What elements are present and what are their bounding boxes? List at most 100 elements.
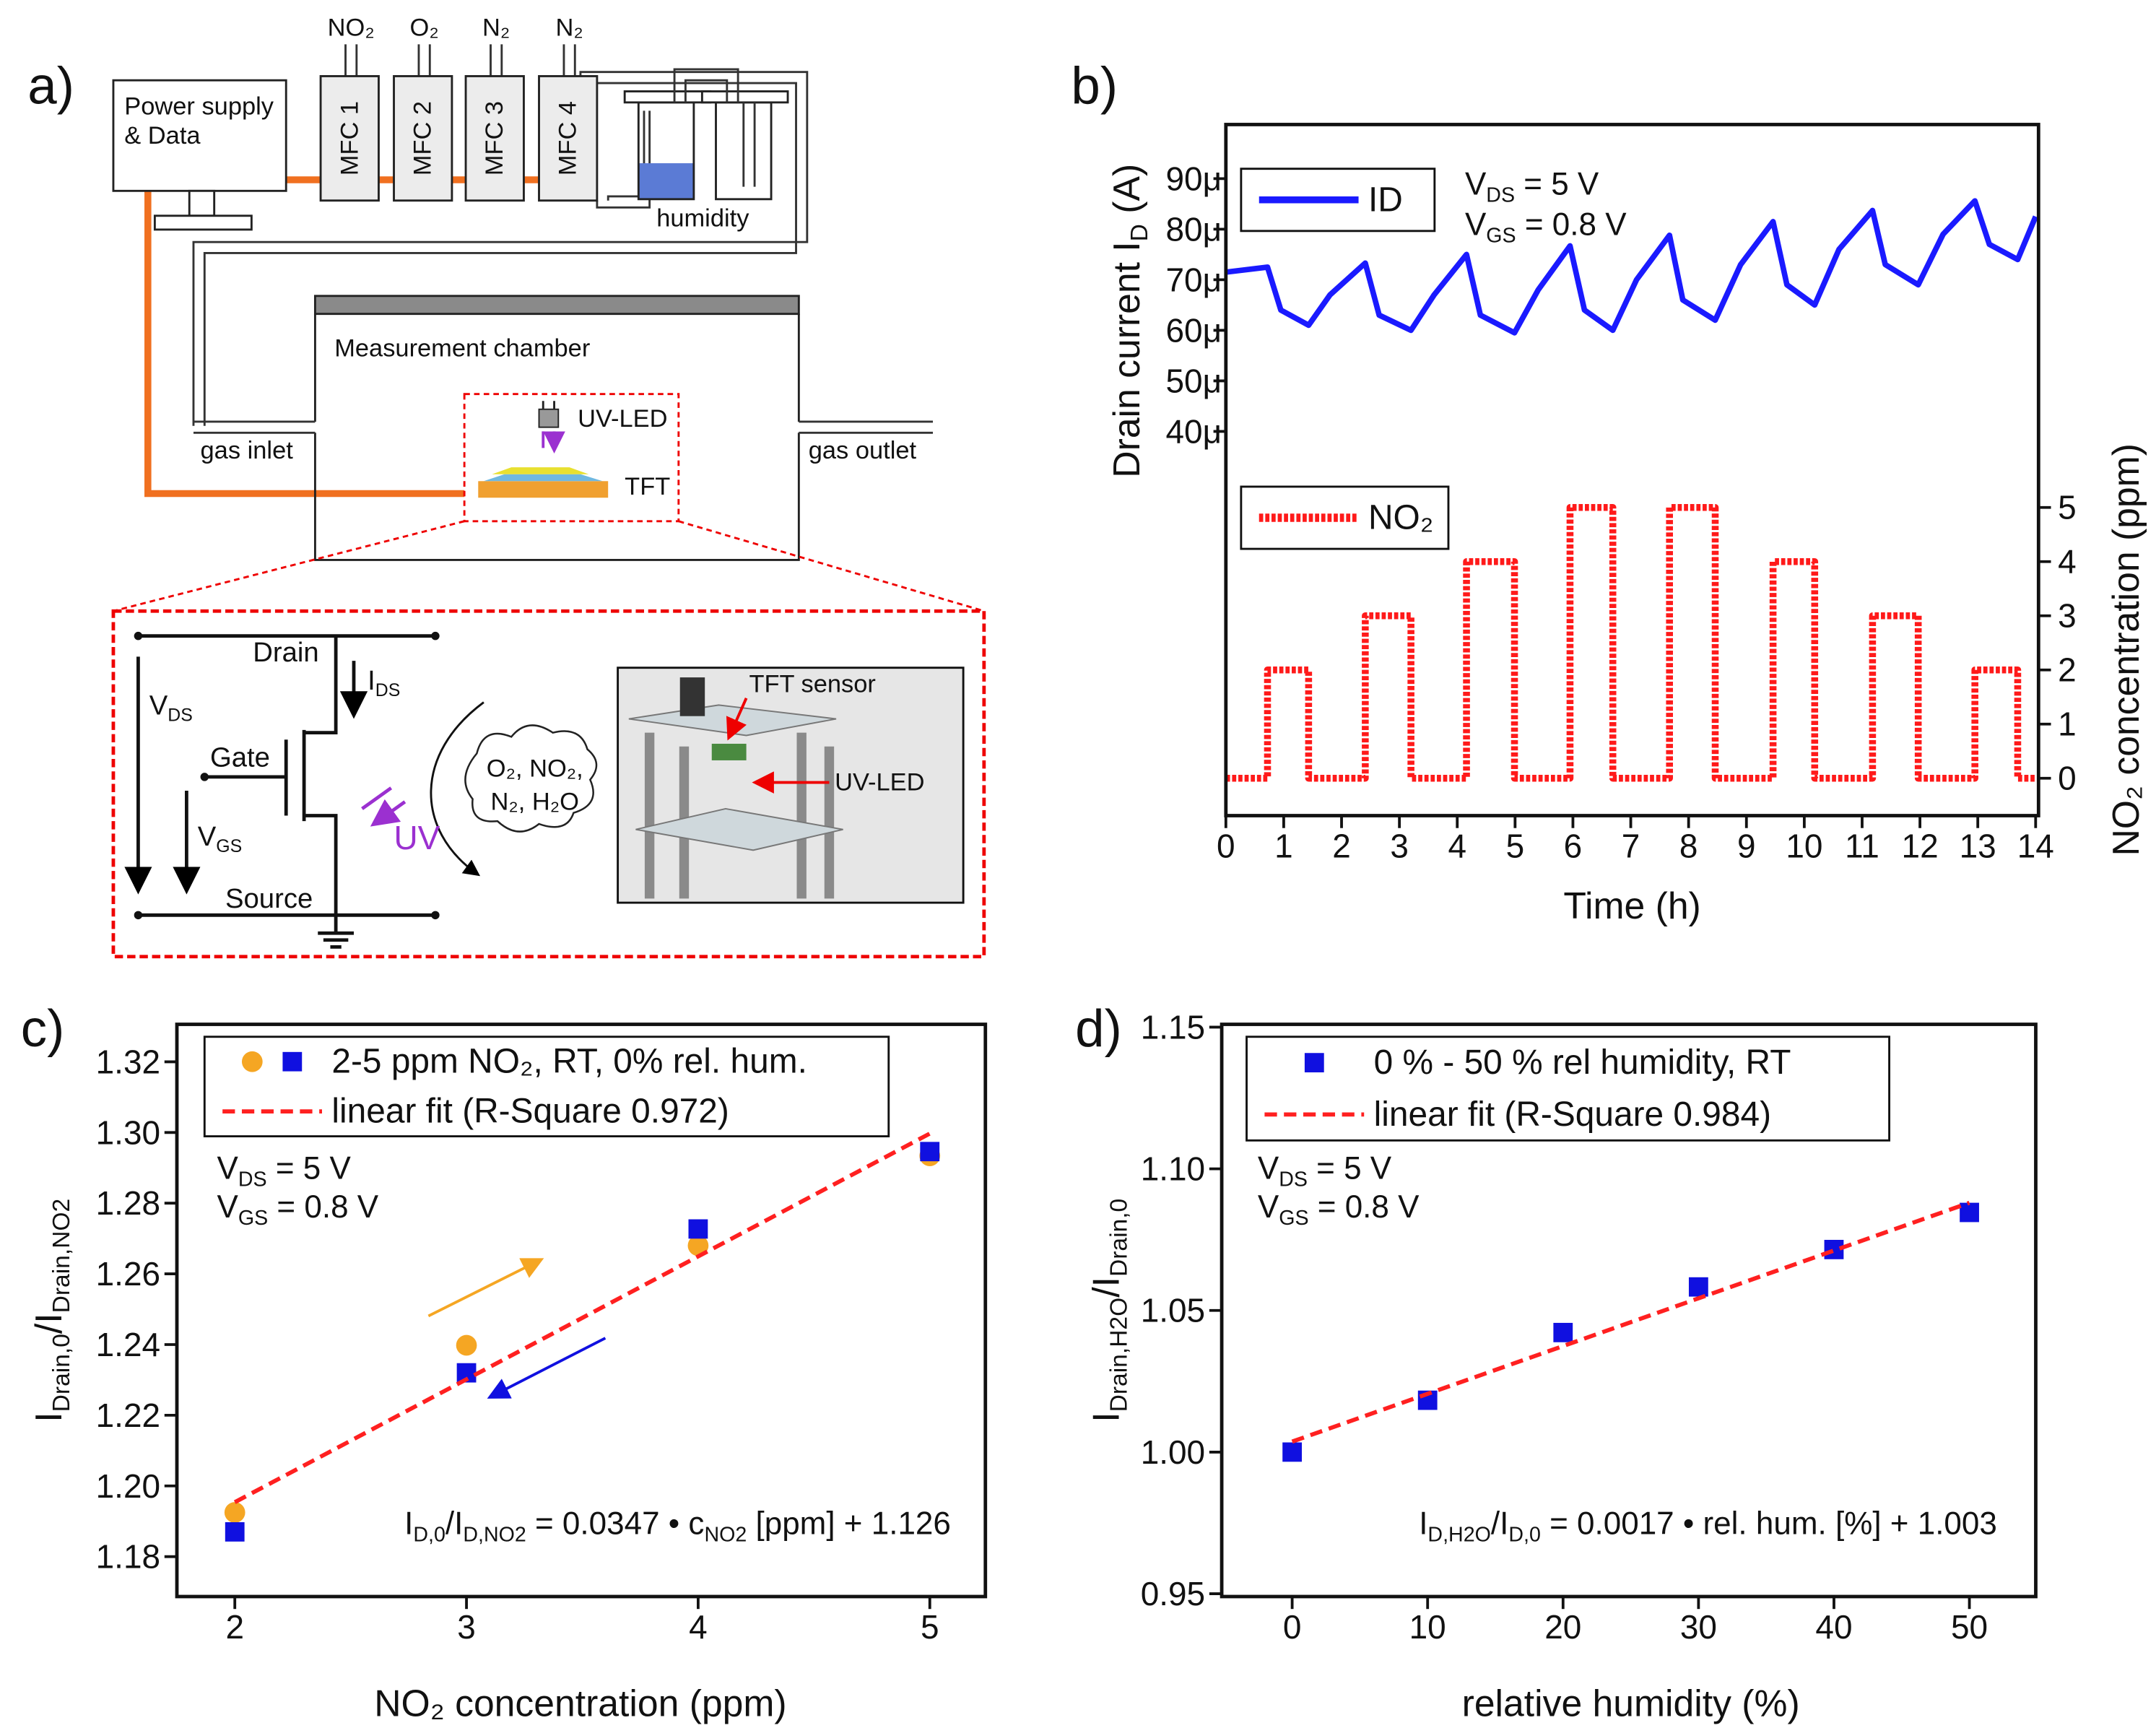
text-part: /I (445, 1506, 463, 1541)
trend-arrow (427, 1258, 544, 1318)
x-tick-label: 20 (1544, 1608, 1581, 1646)
text-sub: GS (216, 836, 242, 856)
mfc-group: MFC 1 MFC 2 MFC 3 MFC 4 NO₂ O₂ N₂ N₂ (319, 14, 599, 202)
x-tick-label: 12 (1902, 828, 1939, 865)
text-part: I (1419, 1506, 1427, 1541)
annotation: VDS = 5 V (217, 1150, 352, 1191)
legend-entry: linear fit (R-Square 0.972) (222, 1093, 729, 1131)
chamber-label: Measurement chamber (334, 335, 590, 362)
text-part: V (1258, 1189, 1279, 1225)
text-part: I (368, 664, 375, 695)
text-part: V (198, 821, 217, 852)
y2-tick-label: 4 (2058, 543, 2077, 581)
x-tick-label: 10 (1786, 828, 1822, 865)
uv-label: UV (394, 819, 440, 856)
text-part: V (217, 1189, 239, 1225)
text-sub: NO2 (704, 1524, 747, 1547)
y-tick-label: 1.22 (96, 1397, 160, 1434)
y-tick-label: 80μ (1166, 210, 1222, 248)
led-leg (542, 401, 555, 409)
outlet-label: gas outlet (809, 437, 917, 464)
marker (1282, 1442, 1303, 1462)
legend-marker (1304, 1053, 1324, 1073)
y2-tick-label: 0 (2058, 760, 2077, 797)
y2-tick-label: 5 (2058, 489, 2077, 526)
cloud-label: N₂, H₂O (491, 788, 579, 815)
led-icon (538, 408, 560, 428)
y2-tick-label: 1 (2058, 705, 2077, 743)
text-part: I (404, 1506, 413, 1541)
x-tick-label: 6 (1564, 828, 1583, 865)
x-tick-label: 14 (2017, 828, 2054, 865)
text-sub: Drain,H2O (1105, 1298, 1132, 1412)
mfc (319, 75, 380, 202)
tft-layer (478, 481, 609, 498)
annotation: VDS = 5 V (1465, 166, 1599, 207)
text-part: V (1465, 207, 1487, 242)
text-part: = 5 V (1515, 166, 1599, 201)
panel-label: a) (27, 56, 74, 115)
bottle-cap (623, 90, 712, 104)
x-tick-label: 3 (1390, 828, 1409, 865)
text-part: [ppm] + 1.126 (747, 1506, 951, 1541)
legend-entry: linear fit (R-Square 0.984) (1264, 1095, 1771, 1134)
gas-label: O₂ (410, 14, 439, 41)
node (431, 911, 440, 920)
tft-layer (483, 474, 603, 482)
y-tick-label: 0.95 (1141, 1575, 1205, 1612)
detail-box (111, 609, 986, 959)
uv-arrow (543, 431, 554, 448)
plot-frame (175, 1023, 988, 1599)
vds-label: VDS (149, 690, 193, 726)
text-sub: D,0 (413, 1524, 445, 1547)
x-tick-label: 2 (1332, 828, 1351, 865)
legend-label: 0 % - 50 % rel humidity, RT (1374, 1043, 1791, 1082)
y-tick-label: 60μ (1166, 311, 1222, 349)
y-tick-label: 1.32 (96, 1043, 160, 1080)
line (1225, 198, 2038, 336)
x-tick-label: 2 (225, 1608, 244, 1646)
y-axis-label: IDrain,H2O/IDrain,0 (1084, 1199, 1132, 1423)
gas-label: N₂ (482, 14, 510, 41)
series (225, 1142, 940, 1542)
x-tick-label: 0 (1283, 1608, 1302, 1646)
y-tick-label: 1.28 (96, 1184, 160, 1222)
panel-label: b) (1071, 56, 1118, 115)
panel-a: a) Power supply & Data MFC 1 MFC 2 MFC 3… (27, 14, 986, 959)
text-part: = 0.8 V (268, 1189, 379, 1225)
legend-entry: 0 % - 50 % rel humidity, RT (1304, 1043, 1791, 1082)
chamber-lid (313, 295, 800, 316)
text-sub: DS (1486, 184, 1515, 207)
equation: ID,0/ID,NO2 = 0.0347 • cNO2 [ppm] + 1.12… (404, 1506, 951, 1546)
marker (225, 1522, 245, 1542)
text-sub: GS (238, 1207, 268, 1230)
y2-tick-label: 2 (2058, 651, 2077, 689)
text-sub: D (1126, 224, 1153, 241)
panel-label: d) (1075, 999, 1122, 1058)
text-sub: Drain,NO2 (48, 1199, 75, 1314)
y2-tick-label: 3 (2058, 597, 2077, 635)
legend-box (203, 1036, 890, 1138)
annotation: VGS = 0.8 V (217, 1189, 379, 1230)
text-sub: DS (1279, 1168, 1308, 1191)
text-part: V (1465, 166, 1487, 201)
y-tick-label: 70μ (1166, 261, 1222, 298)
gas-cloud (464, 724, 598, 833)
text-part: = 0.8 V (1309, 1189, 1420, 1225)
text-part: = 0.0347 • c (526, 1506, 705, 1541)
text-part: = 5 V (1308, 1150, 1392, 1186)
node (134, 631, 143, 641)
vgs-label: VGS (198, 821, 242, 857)
gas-label: N₂ (555, 14, 583, 41)
marker (1688, 1277, 1708, 1297)
text-part: I (27, 1412, 69, 1422)
marker (1553, 1322, 1573, 1342)
marker (687, 1235, 709, 1256)
text-part: V (217, 1150, 239, 1186)
x-tick-label: 30 (1680, 1608, 1717, 1646)
x-tick-label: 5 (1506, 828, 1525, 865)
annotation: VDS = 5 V (1258, 1150, 1392, 1191)
led-body (679, 677, 705, 716)
y-axis-label: IDrain,0/IDrain,NO2 (27, 1199, 75, 1423)
pipe (193, 420, 934, 434)
